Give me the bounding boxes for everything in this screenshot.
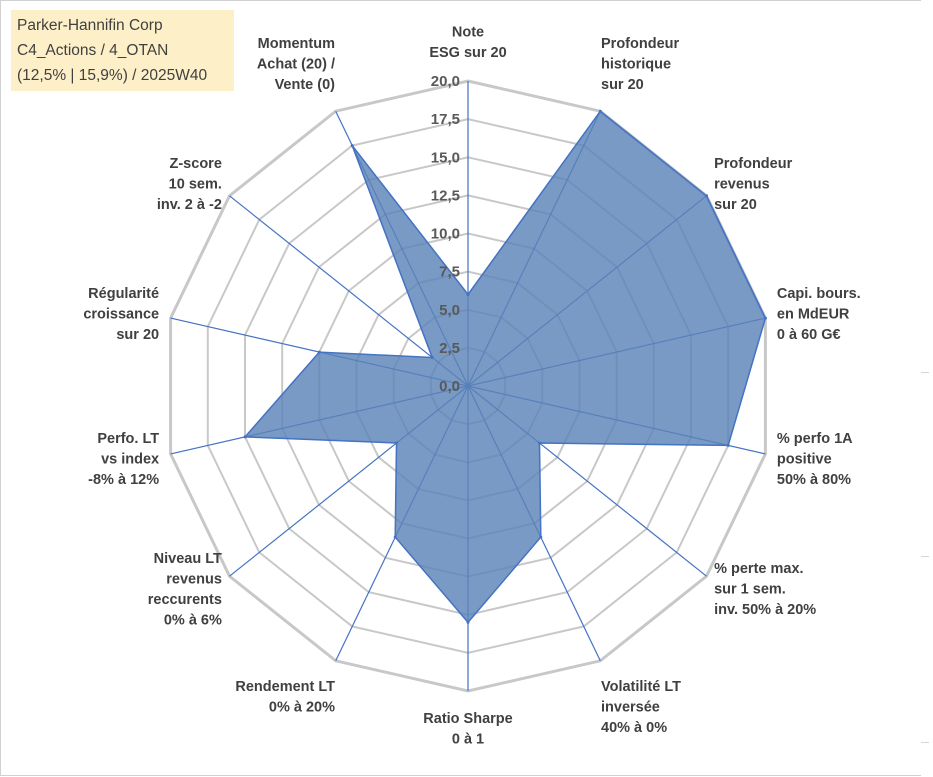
company-name: Parker-Hannifin Corp bbox=[17, 17, 163, 34]
category-label: Perfo. LT vs index -8% à 12% bbox=[88, 431, 159, 488]
category-labels: Note ESG sur 20 Profondeur historique sur 20… bbox=[83, 25, 860, 748]
category-label: Rendement LT 0% à 20% bbox=[235, 679, 335, 716]
series-point bbox=[430, 356, 434, 359]
category-label-line: 0% à 20% bbox=[269, 699, 335, 715]
category-label-line: inversée bbox=[601, 699, 660, 715]
category-label: Capi. bours. en MdEUR 0 à 60 G€ bbox=[777, 286, 861, 343]
category-label-line: 0 à 60 G€ bbox=[777, 327, 841, 343]
category-label-line: 50% à 80% bbox=[777, 472, 851, 488]
category-label-line: inv. 2 à -2 bbox=[157, 197, 222, 213]
category-label-line: Capi. bours. bbox=[777, 286, 861, 302]
category-label-line: positive bbox=[777, 451, 832, 467]
category-label-line: 0 à 1 bbox=[452, 732, 484, 748]
category-label-line: sur 20 bbox=[116, 327, 159, 343]
info-box: Parker-Hannifin Corp C4_Actions / 4_OTAN… bbox=[11, 10, 234, 91]
category-label: Régularité croissance sur 20 bbox=[83, 286, 159, 343]
category-label-line: historique bbox=[601, 57, 671, 73]
category-label-line: Niveau LT bbox=[154, 551, 222, 567]
category-label: Profondeur historique sur 20 bbox=[601, 36, 679, 93]
category-label-line: Momentum bbox=[258, 36, 335, 52]
performance-week: (12,5% | 15,9%) / 2025W40 bbox=[17, 67, 208, 84]
tick-label: 7,5 bbox=[439, 264, 460, 281]
axis-spoke bbox=[229, 195, 469, 387]
radial-tick-labels: 0,0 2,5 5,0 7,5 10,0 12,5 15,0 17,5 20,0 bbox=[431, 73, 460, 395]
category-label-line: Profondeur bbox=[601, 36, 679, 52]
portfolio-name: C4_Actions / 4_OTAN bbox=[17, 42, 169, 59]
category-label: Profondeur revenus sur 20 bbox=[714, 156, 792, 213]
tick-label: 15,0 bbox=[431, 149, 460, 166]
series-point bbox=[317, 350, 321, 354]
category-label: % perte max. sur 1 sem. inv. 50% à 20% bbox=[714, 561, 816, 618]
category-label-line: inv. 50% à 20% bbox=[714, 602, 816, 618]
series-point bbox=[393, 535, 397, 539]
strip-tick bbox=[921, 556, 929, 557]
category-label-line: Profondeur bbox=[714, 156, 792, 172]
category-label-line: Perfo. LT bbox=[97, 431, 159, 447]
tick-label: 20,0 bbox=[431, 73, 460, 90]
category-label-line: -8% à 12% bbox=[88, 472, 159, 488]
category-label-line: revenus bbox=[714, 176, 770, 192]
category-label-line: Z-score bbox=[170, 156, 222, 172]
tick-label: 17,5 bbox=[431, 111, 460, 128]
category-label-line: % perte max. bbox=[714, 561, 803, 577]
category-label-line: sur 1 sem. bbox=[714, 582, 786, 598]
series-point bbox=[726, 443, 730, 447]
category-label-line: sur 20 bbox=[714, 197, 757, 213]
category-label-line: Ratio Sharpe bbox=[423, 711, 512, 727]
series-point bbox=[466, 293, 470, 296]
category-label-line: croissance bbox=[83, 307, 159, 323]
category-label-line: Volatilité LT bbox=[601, 679, 681, 695]
category-label-line: 0% à 6% bbox=[164, 612, 222, 628]
series-point bbox=[395, 441, 398, 445]
category-label-line: Note bbox=[452, 25, 484, 41]
category-label: Momentum Achat (20) / Vente (0) bbox=[257, 36, 335, 93]
strip-tick bbox=[921, 742, 929, 743]
tick-label: 2,5 bbox=[439, 340, 460, 357]
series-point bbox=[466, 620, 470, 624]
category-label-line: sur 20 bbox=[601, 77, 644, 93]
category-label-line: Vente (0) bbox=[275, 77, 336, 93]
series-area bbox=[243, 110, 767, 624]
series-point bbox=[705, 194, 708, 198]
category-label: Note ESG sur 20 bbox=[429, 25, 506, 62]
radar-series bbox=[243, 109, 767, 624]
category-label-line: Achat (20) / bbox=[257, 57, 335, 73]
category-label-line: Régularité bbox=[88, 286, 159, 302]
category-label: Ratio Sharpe 0 à 1 bbox=[423, 711, 512, 748]
series-point bbox=[763, 316, 767, 320]
category-label-line: revenus bbox=[166, 571, 222, 587]
series-point bbox=[539, 535, 543, 539]
category-label-line: reccurents bbox=[148, 592, 222, 608]
series-point bbox=[243, 435, 247, 439]
series-point bbox=[538, 441, 541, 445]
category-label-line: 40% à 0% bbox=[601, 720, 667, 736]
tick-label: 10,0 bbox=[431, 226, 460, 243]
series-point bbox=[598, 109, 602, 113]
category-label: Z-score 10 sem. inv. 2 à -2 bbox=[157, 156, 222, 213]
category-label-line: % perfo 1A bbox=[777, 431, 853, 447]
category-label-line: ESG sur 20 bbox=[429, 45, 506, 61]
category-label-line: en MdEUR bbox=[777, 307, 850, 323]
series-point bbox=[350, 144, 354, 148]
category-label-line: 10 sem. bbox=[169, 176, 222, 192]
right-scroll-strip bbox=[921, 0, 933, 776]
category-label: Niveau LT revenus reccurents 0% à 6% bbox=[148, 551, 222, 629]
tick-label: 5,0 bbox=[439, 302, 460, 319]
category-label-line: Rendement LT bbox=[235, 679, 335, 695]
tick-label: 0,0 bbox=[439, 378, 460, 395]
category-label-line: vs index bbox=[101, 451, 159, 467]
category-label: % perfo 1A positive 50% à 80% bbox=[777, 431, 853, 488]
tick-label: 12,5 bbox=[431, 187, 460, 204]
strip-tick bbox=[921, 372, 929, 373]
category-label: Volatilité LT inversée 40% à 0% bbox=[601, 679, 681, 736]
